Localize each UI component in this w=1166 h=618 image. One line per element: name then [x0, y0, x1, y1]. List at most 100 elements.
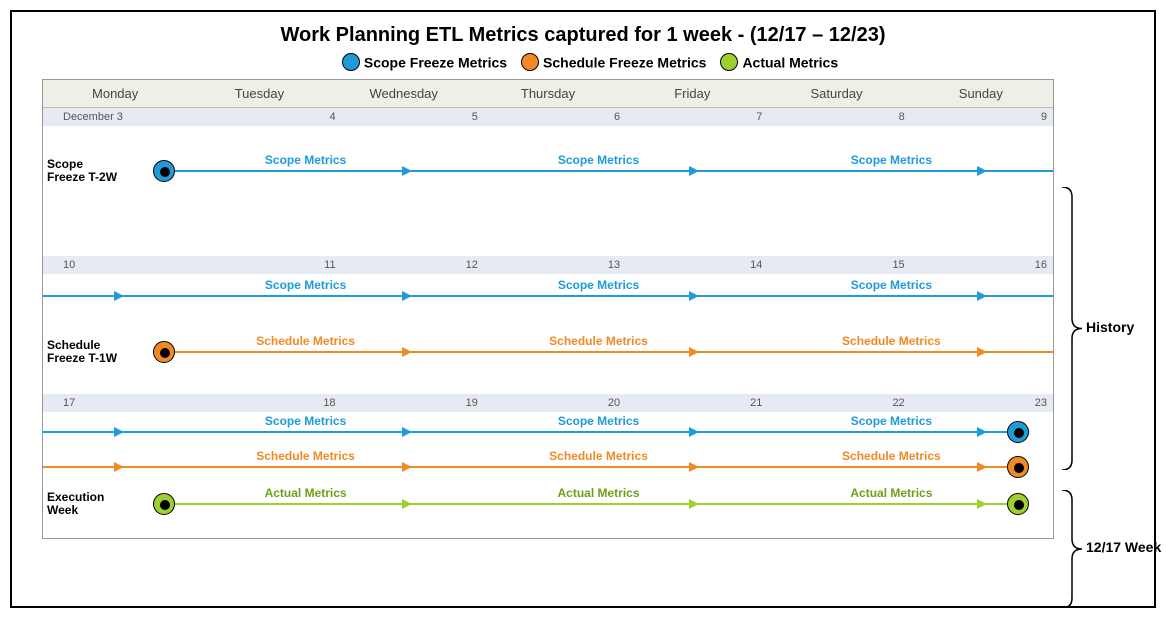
lanes-area: Scope Metrics Scope Metrics Scope Metrics S… — [43, 274, 1053, 394]
calendar-wrap: MondayTuesdayWednesdayThursdayFridaySatu… — [12, 79, 1154, 539]
calendar: MondayTuesdayWednesdayThursdayFridaySatu… — [42, 79, 1054, 539]
date-cell: 10 — [43, 256, 199, 274]
arrow-icon — [689, 347, 699, 357]
segment-label: Schedule Metrics — [821, 449, 961, 463]
date-cell: 19 — [342, 394, 484, 412]
start-marker-icon — [153, 160, 175, 182]
arrow-icon — [114, 462, 124, 472]
timeline-segment — [164, 170, 1053, 172]
brace-icon — [1060, 490, 1084, 608]
arrow-icon — [689, 462, 699, 472]
segment-label: Actual Metrics — [236, 486, 376, 500]
date-cell: 5 — [342, 108, 484, 126]
start-marker-icon — [153, 341, 175, 363]
date-cell: 21 — [626, 394, 768, 412]
timeline-segment — [43, 295, 1053, 297]
date-cell: 4 — [199, 108, 341, 126]
segment-label: Scope Metrics — [529, 414, 669, 428]
date-cell: 15 — [768, 256, 910, 274]
arrow-icon — [977, 347, 987, 357]
timeline-segment — [164, 503, 1017, 505]
arrow-icon — [114, 427, 124, 437]
segment-label: Schedule Metrics — [529, 449, 669, 463]
diagram-frame: Work Planning ETL Metrics captured for 1… — [10, 10, 1156, 608]
arrow-icon — [689, 499, 699, 509]
segment-label: Scope Metrics — [529, 153, 669, 167]
end-marker-icon — [1007, 421, 1029, 443]
arrow-icon — [977, 166, 987, 176]
timeline-segment — [43, 466, 1018, 468]
segment-label: Scope Metrics — [529, 278, 669, 292]
arrow-icon — [977, 427, 987, 437]
week: 10111213141516Scope MetricsScope Metrics… — [43, 256, 1053, 394]
brace: History — [1060, 187, 1140, 470]
segment-label: Scope Metrics — [236, 153, 376, 167]
date-cell: 23 — [911, 394, 1053, 412]
date-cell: 22 — [768, 394, 910, 412]
arrow-icon — [114, 291, 124, 301]
date-cell: 14 — [626, 256, 768, 274]
date-cell: 16 — [911, 256, 1053, 274]
segment-label: Schedule Metrics — [821, 334, 961, 348]
legend-label: Schedule Freeze Metrics — [543, 54, 706, 70]
row-label: Execution Week — [47, 491, 119, 517]
end-marker-icon — [1007, 493, 1029, 515]
segment-label: Schedule Metrics — [236, 449, 376, 463]
segment-label: Scope Metrics — [236, 414, 376, 428]
day-header-row: MondayTuesdayWednesdayThursdayFridaySatu… — [43, 80, 1053, 108]
arrow-icon — [402, 462, 412, 472]
arrow-icon — [402, 166, 412, 176]
date-cell: 9 — [911, 108, 1053, 126]
brace-label: 12/17 Week — [1086, 539, 1161, 555]
date-cell: 7 — [626, 108, 768, 126]
arrow-icon — [402, 347, 412, 357]
timeline-segment — [164, 351, 1053, 353]
legend: Scope Freeze Metrics Schedule Freeze Metr… — [12, 53, 1154, 71]
segment-label: Schedule Metrics — [529, 334, 669, 348]
brace-label: History — [1086, 319, 1134, 335]
lanes-area: Scope Freeze T-2W Scope Metrics Scope Metr… — [43, 126, 1053, 256]
weeks-container: December 3456789 Scope Freeze T-2W Scope M… — [43, 108, 1053, 538]
arrow-icon — [402, 499, 412, 509]
segment-label: Schedule Metrics — [236, 334, 376, 348]
segment-label: Actual Metrics — [821, 486, 961, 500]
segment-label: Actual Metrics — [529, 486, 669, 500]
legend-dot — [342, 53, 360, 71]
segment-label: Scope Metrics — [236, 278, 376, 292]
date-cell: 13 — [484, 256, 626, 274]
end-marker-icon — [1007, 456, 1029, 478]
date-cell: 12 — [342, 256, 484, 274]
segment-label: Scope Metrics — [821, 278, 961, 292]
row-label: Schedule Freeze T-1W — [47, 339, 119, 365]
date-cell: 20 — [484, 394, 626, 412]
legend-dot — [720, 53, 738, 71]
lanes-area: Scope Metrics Scope Metrics Scope Metrics S… — [43, 412, 1053, 538]
day-header-cell: Tuesday — [187, 80, 331, 107]
legend-label: Scope Freeze Metrics — [364, 54, 507, 70]
date-cell: 17 — [43, 394, 199, 412]
legend-dot — [521, 53, 539, 71]
segment-label: Scope Metrics — [821, 414, 961, 428]
date-cell: 6 — [484, 108, 626, 126]
day-header-cell: Sunday — [909, 80, 1053, 107]
brace-icon — [1060, 187, 1084, 470]
date-cell: 11 — [199, 256, 341, 274]
row-label: Scope Freeze T-2W — [47, 158, 119, 184]
legend-label: Actual Metrics — [742, 54, 838, 70]
date-cell: 8 — [768, 108, 910, 126]
day-header-cell: Wednesday — [332, 80, 476, 107]
day-header-cell: Thursday — [476, 80, 620, 107]
arrow-icon — [402, 291, 412, 301]
date-cell: 18 — [199, 394, 341, 412]
start-marker-icon — [153, 493, 175, 515]
brace: 12/17 Week — [1060, 490, 1140, 608]
timeline-segment — [43, 431, 1018, 433]
week: December 3456789 Scope Freeze T-2W Scope M… — [43, 108, 1053, 256]
page-title: Work Planning ETL Metrics captured for 1… — [12, 24, 1154, 47]
date-row: December 3456789 — [43, 108, 1053, 126]
date-row: 10111213141516 — [43, 256, 1053, 274]
arrow-icon — [689, 427, 699, 437]
day-header-cell: Saturday — [764, 80, 908, 107]
arrow-icon — [977, 291, 987, 301]
date-row: 17181920212223 — [43, 394, 1053, 412]
